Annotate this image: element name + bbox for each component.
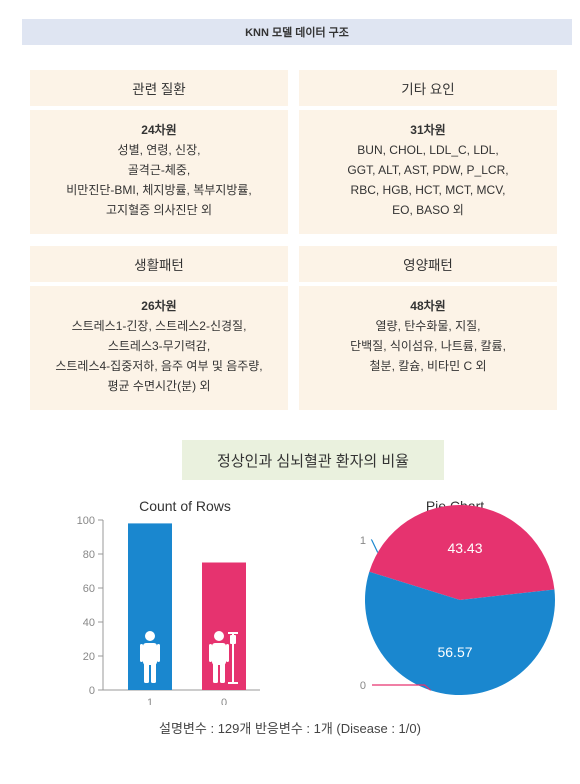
pie-outer-label: 0: [360, 680, 366, 692]
card-dimension: 24차원: [141, 123, 177, 137]
card-line: EO, BASO 외: [392, 203, 464, 217]
card-line: BUN, CHOL, LDL_C, LDL,: [357, 143, 499, 157]
y-tick-label: 100: [77, 515, 95, 527]
card-title: 관련 질환: [132, 82, 186, 97]
header-title: KNN 모델 데이터 구조: [22, 19, 572, 45]
card-title: 영양패턴: [403, 258, 453, 273]
card-title: 기타 요인: [401, 82, 455, 97]
card-dimension: 26차원: [141, 299, 177, 313]
x-tick-label: 1: [147, 697, 153, 705]
card-line: 스트레스1-긴장, 스트레스2-신경질,: [71, 319, 247, 333]
section-title: 정상인과 심뇌혈관 환자의 비율: [182, 440, 444, 480]
pie-leader-line: [370, 539, 379, 553]
card-title: 생활패턴: [134, 258, 184, 273]
bar-chart-title: Count of Rows: [139, 498, 231, 514]
card-line: 골격근-체중,: [127, 163, 191, 177]
person-icon: [140, 631, 160, 683]
card-line: 성별, 연령, 신장,: [117, 143, 201, 157]
card-divider: [30, 106, 288, 110]
card-line: 비만진단-BMI, 체지방률, 복부지방률,: [66, 183, 252, 197]
card-line: 단백질, 식이섬유, 나트륨, 칼륨,: [350, 339, 506, 353]
y-tick-label: 20: [83, 651, 95, 663]
pie-value-label: 43.43: [447, 540, 482, 556]
x-tick-label: 0: [221, 697, 227, 705]
pie-value-label: 56.57: [437, 644, 472, 660]
card-line: 스트레스3-무기력감,: [107, 339, 211, 353]
pie-slice-0: [369, 505, 555, 600]
card-line: 고지혈증 의사진단 외: [105, 203, 213, 217]
y-tick-label: 80: [83, 549, 95, 561]
card-divider: [299, 106, 557, 110]
card-divider: [299, 282, 557, 286]
card-line: 철분, 칼슘, 비타민 C 외: [369, 359, 487, 373]
y-tick-label: 40: [83, 617, 95, 629]
card-line: RBC, HGB, HCT, MCT, MCV,: [350, 183, 506, 197]
card-divider: [30, 282, 288, 286]
card-dimension: 31차원: [410, 123, 446, 137]
card-line: 평균 수면시간(분) 외: [107, 379, 211, 393]
pie-slice-1: [365, 571, 555, 695]
bar-chart: 0 20 40 60 80 100 1 0: [77, 515, 260, 705]
card-dimension: 48차원: [410, 299, 446, 313]
card-nutrition: 영양패턴 48차원 열량, 탄수화물, 지질, 단백질, 식이섬유, 나트륨, …: [299, 246, 557, 410]
card-line: 스트레스4-집중저하, 음주 여부 및 음주량,: [55, 359, 263, 373]
card-line: GGT, ALT, AST, PDW, P_LCR,: [347, 163, 509, 177]
card-lifestyle: 생활패턴 26차원 스트레스1-긴장, 스트레스2-신경질, 스트레스3-무기력…: [30, 246, 288, 410]
card-line: 열량, 탄수화물, 지질,: [375, 319, 481, 333]
patient-iv-icon: [209, 631, 238, 684]
card-other-factors: 기타 요인 31차원 BUN, CHOL, LDL_C, LDL, GGT, A…: [299, 70, 557, 234]
pie-chart: 43.43 56.57 1 0: [360, 505, 555, 695]
bar-1: [128, 523, 172, 690]
y-tick-label: 0: [89, 685, 95, 697]
card-related-diseases: 관련 질환 24차원 성별, 연령, 신장, 골격근-체중, 비만진단-BMI,…: [30, 70, 288, 234]
y-tick-label: 60: [83, 583, 95, 595]
footer-note: 설명변수 : 129개 반응변수 : 1개 (Disease : 1/0): [159, 721, 421, 736]
pie-outer-label: 1: [360, 535, 366, 547]
pie-leader-line: [372, 684, 432, 691]
